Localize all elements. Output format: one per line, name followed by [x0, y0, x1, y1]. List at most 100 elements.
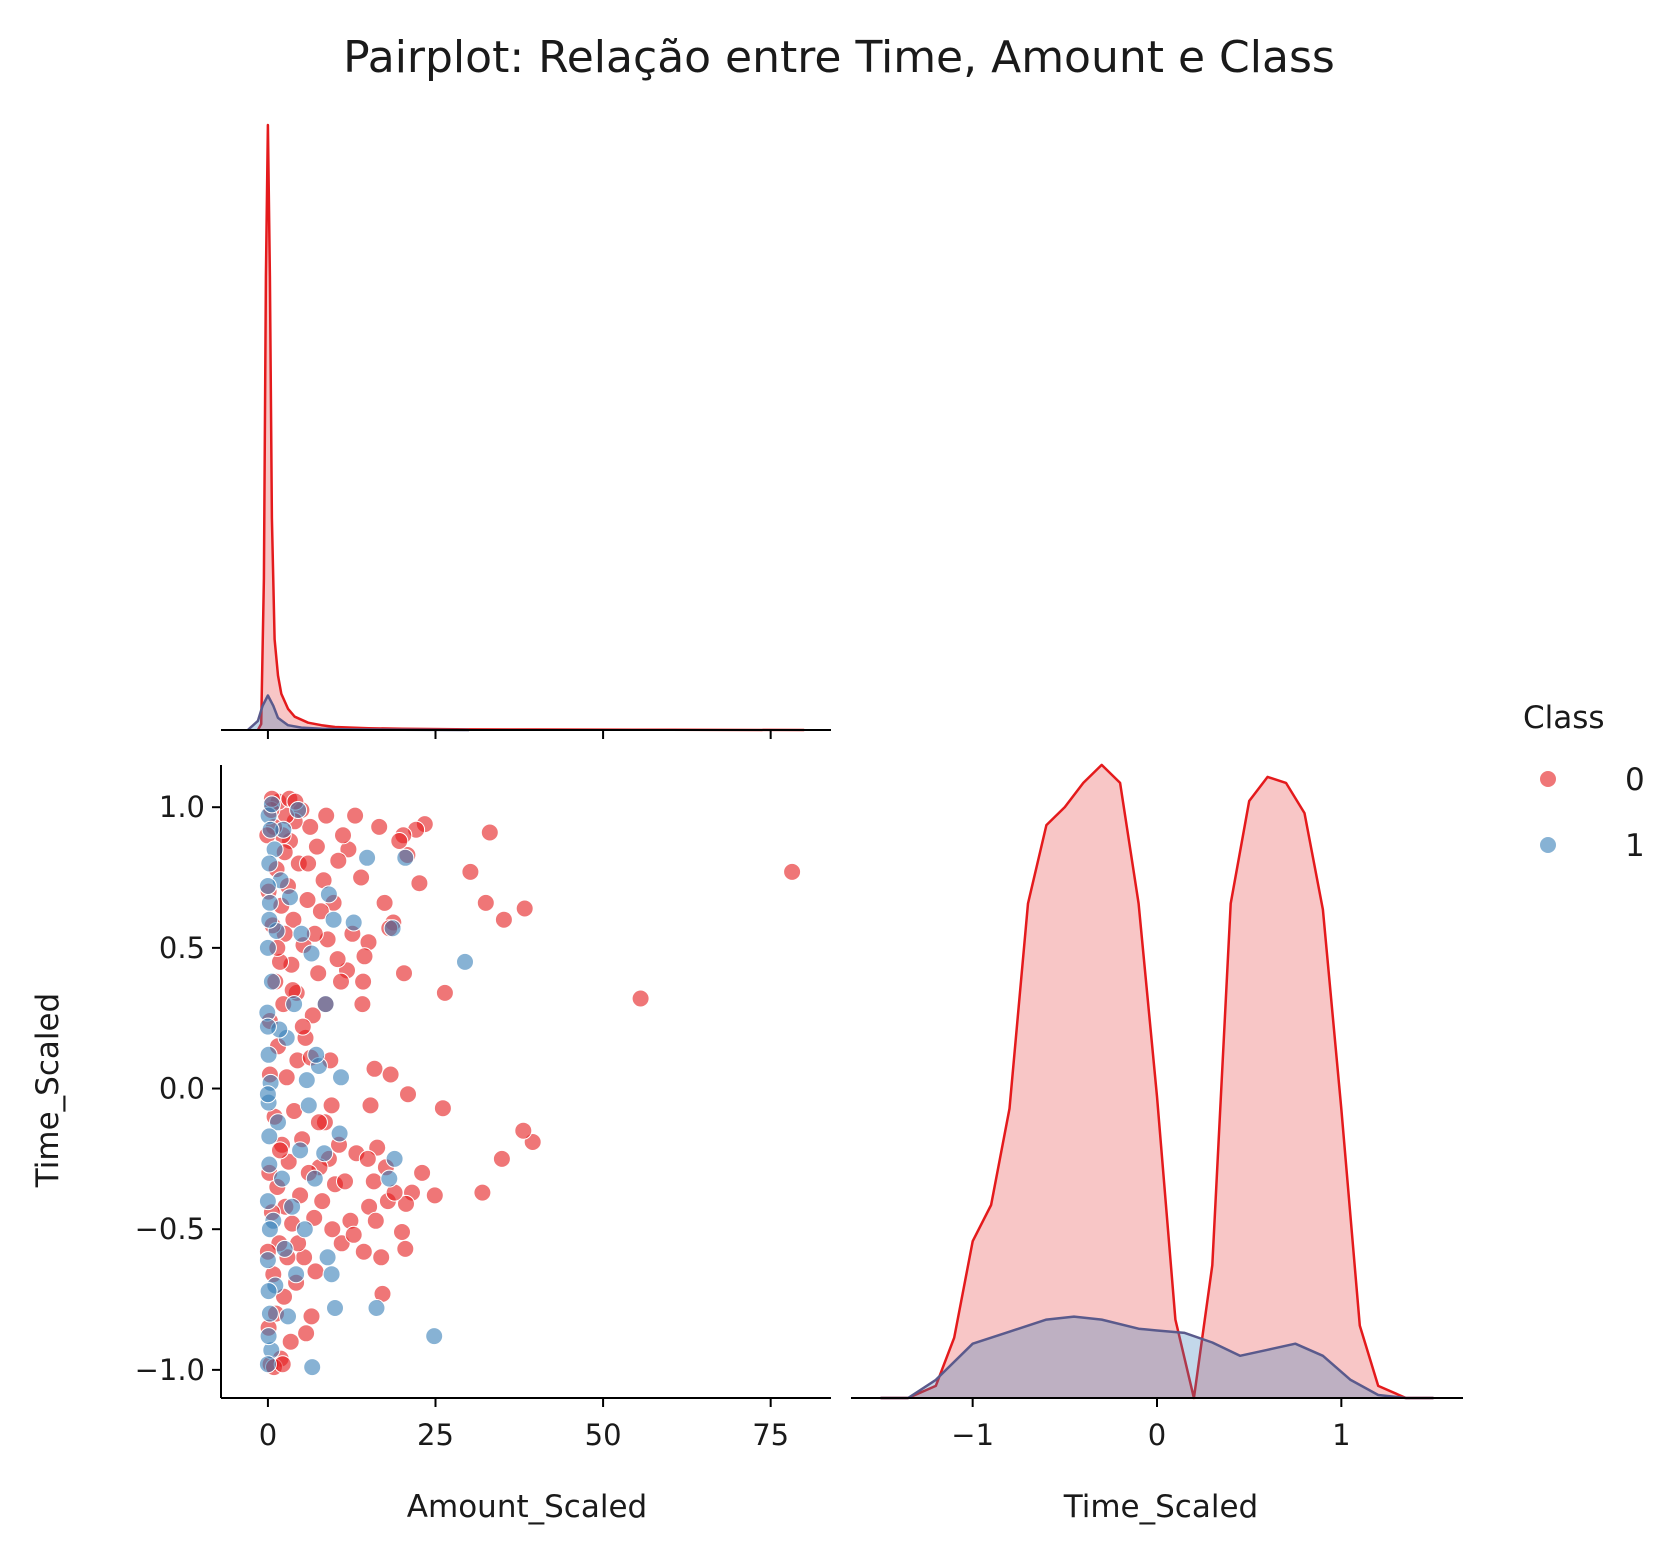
scatter-point-class-1 — [299, 1096, 318, 1115]
time-kde-fill-class-0 — [880, 764, 1434, 1398]
scatter-point-class-1 — [262, 972, 281, 991]
legend-marker-1 — [1540, 837, 1556, 853]
scatter-point-class-1 — [258, 1017, 277, 1036]
scatter-point-class-0 — [393, 1223, 411, 1241]
scatter-point-class-1 — [324, 910, 343, 929]
scatter-point-class-0 — [309, 964, 328, 983]
scatter-point-class-0 — [323, 1220, 342, 1239]
scatter-point-class-1 — [258, 1085, 277, 1104]
scatter-point-class-0 — [277, 1068, 296, 1087]
scatter-point-class-0 — [365, 1059, 384, 1078]
scatter-point-class-1 — [260, 1220, 279, 1239]
scatter-point-class-1 — [262, 795, 281, 814]
scatter-y-tick-label: 0.5 — [159, 931, 205, 965]
scatter-point-class-0 — [303, 1006, 322, 1025]
scatter-point-class-1 — [358, 848, 377, 867]
scatter-point-class-1 — [260, 910, 279, 929]
scatter-point-class-0 — [399, 1085, 417, 1104]
scatter-x-axis-label: Amount_Scaled — [407, 1489, 647, 1525]
scatter-point-class-1 — [261, 820, 280, 839]
scatter-point-class-1 — [456, 952, 474, 971]
scatter-point-class-1 — [291, 1141, 310, 1160]
time-kde-line-class-1 — [880, 1315, 1434, 1400]
chart-title: Pairplot: Relação entre Time, Amount e C… — [343, 32, 1335, 83]
scatter-point-class-1 — [258, 1192, 277, 1211]
scatter-point-class-0 — [476, 893, 495, 912]
scatter-point-class-0 — [515, 899, 534, 918]
scatter-point-class-1 — [318, 1248, 337, 1267]
scatter-point-class-1 — [383, 919, 402, 938]
scatter-point-class-0 — [281, 1332, 300, 1351]
scatter-y-tick-label: −0.5 — [135, 1212, 205, 1246]
scatter-point-class-0 — [313, 1192, 332, 1211]
amount-kde-fill-class-1 — [247, 695, 469, 730]
scatter-point-class-0 — [473, 1183, 492, 1202]
scatter-point-class-0 — [309, 1113, 328, 1132]
time-kde-x-tick-label: 0 — [1148, 1418, 1166, 1452]
scatter-point-class-0 — [284, 910, 303, 929]
scatter-series-class-0 — [258, 789, 802, 1377]
scatter-point-class-1 — [303, 1358, 322, 1377]
scatter-point-class-1 — [287, 1265, 306, 1284]
scatter-point-class-1 — [425, 1327, 444, 1346]
scatter-point-class-1 — [302, 944, 321, 963]
scatter-point-class-0 — [334, 826, 352, 845]
scatter-y-tick-label: 1.0 — [159, 790, 205, 824]
scatter-point-class-0 — [413, 1163, 432, 1182]
scatter-point-class-0 — [358, 1149, 377, 1168]
scatter-point-class-0 — [354, 1242, 373, 1261]
scatter-point-class-1 — [269, 1113, 287, 1132]
scatter-point-class-0 — [332, 972, 350, 991]
scatter-point-class-0 — [381, 1065, 400, 1084]
scatter-point-class-0 — [461, 862, 480, 881]
scatter-point-class-1 — [258, 938, 277, 957]
scatter-point-class-0 — [397, 1194, 415, 1213]
time-kde-x-tick-label: 1 — [1332, 1418, 1350, 1452]
scatter-point-class-0 — [390, 832, 409, 850]
scatter-point-class-1 — [273, 1169, 291, 1188]
scatter-point-class-1 — [258, 877, 277, 895]
amount-kde-fill-class-0 — [257, 125, 805, 730]
scatter-series-class-1 — [258, 795, 474, 1377]
scatter-point-class-0 — [372, 1248, 391, 1267]
scatter-point-class-0 — [353, 995, 372, 1014]
scatter-y-axis-label: Time_Scaled — [30, 993, 66, 1188]
scatter-point-class-0 — [494, 910, 513, 929]
scatter-point-class-1 — [385, 1149, 404, 1168]
scatter-point-class-0 — [396, 1239, 415, 1258]
scatter-y-tick-label: 0.0 — [159, 1072, 205, 1106]
time-kde-panel: −1 0 1 — [851, 763, 1463, 1452]
scatter-point-class-1 — [260, 1304, 279, 1323]
scatter-point-class-1 — [259, 1282, 278, 1301]
scatter-point-class-1 — [316, 995, 335, 1014]
scatter-point-class-1 — [367, 1299, 386, 1317]
scatter-point-class-0 — [435, 983, 454, 1002]
scatter-y-tick-label: −1.0 — [135, 1353, 205, 1387]
scatter-point-class-1 — [315, 1144, 334, 1163]
scatter-point-class-0 — [307, 837, 326, 856]
legend-label-1: 1 — [1625, 828, 1645, 864]
scatter-point-class-0 — [344, 1225, 363, 1244]
amount-kde-line-class-0 — [256, 123, 805, 732]
scatter-point-class-0 — [302, 1307, 321, 1326]
scatter-point-class-1 — [344, 913, 363, 932]
scatter-point-class-0 — [631, 989, 650, 1008]
scatter-point-class-0 — [306, 1262, 325, 1281]
scatter-point-class-1 — [380, 1169, 399, 1188]
scatter-point-class-1 — [292, 924, 311, 943]
scatter-point-class-0 — [375, 893, 394, 912]
scatter-point-class-0 — [311, 902, 330, 921]
scatter-point-class-0 — [293, 1017, 312, 1036]
scatter-point-class-0 — [410, 874, 429, 893]
scatter-point-class-0 — [297, 1324, 316, 1343]
scatter-point-class-0 — [425, 1186, 444, 1205]
scatter-point-class-0 — [299, 854, 318, 873]
scatter-point-class-1 — [319, 885, 338, 904]
scatter-x-tick-label: 25 — [417, 1418, 454, 1452]
scatter-x-tick-label: 0 — [259, 1418, 277, 1452]
legend-marker-0 — [1540, 771, 1556, 787]
scatter-point-class-1 — [305, 1169, 324, 1188]
scatter-point-class-0 — [301, 817, 320, 836]
scatter-point-class-0 — [317, 806, 336, 825]
